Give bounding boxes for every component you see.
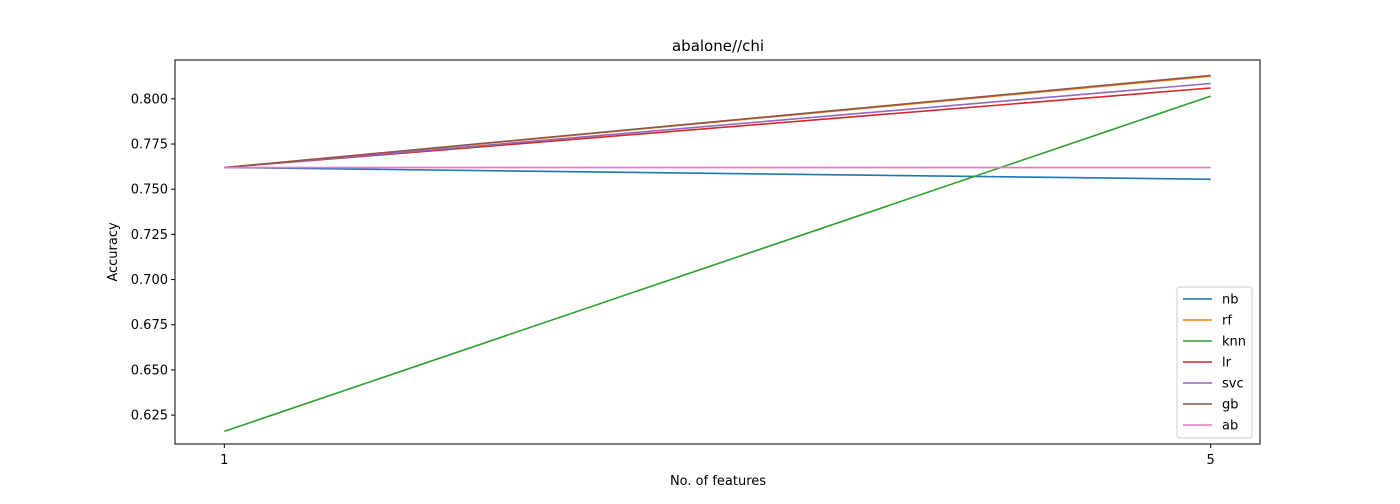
legend: nb rf knn lr svc gb ab <box>1176 286 1253 439</box>
y-axis-ticks: 0.625 0.650 0.675 0.700 0.725 0.750 0.775 0.800 <box>131 92 175 424</box>
series-line-nb <box>224 166 1211 181</box>
chart-title: abalone//chi <box>672 37 764 55</box>
series-line-svc <box>224 82 1211 169</box>
y-tick-label: 0.800 <box>131 92 168 107</box>
y-tick-label: 0.725 <box>131 228 168 243</box>
legend-label-knn: knn <box>1222 335 1246 350</box>
series-line-knn <box>224 95 1211 433</box>
y-tick-label: 0.750 <box>131 183 168 198</box>
y-tick-label: 0.775 <box>131 138 168 153</box>
legend-box <box>1176 286 1253 439</box>
y-tick-label: 0.650 <box>131 363 168 378</box>
legend-label-nb: nb <box>1222 293 1239 308</box>
legend-label-rf: rf <box>1222 314 1232 329</box>
y-tick-label: 0.700 <box>131 273 168 288</box>
series-lines <box>224 74 1211 433</box>
legend-label-svc: svc <box>1222 377 1244 392</box>
y-axis-label: Accuracy <box>106 222 121 282</box>
plot-area-frame <box>174 59 1261 445</box>
x-tick-label: 5 <box>1207 453 1215 468</box>
y-tick-label: 0.625 <box>131 409 168 424</box>
x-tick-label: 1 <box>220 453 228 468</box>
series-line-gb <box>224 74 1211 169</box>
legend-label-ab: ab <box>1222 419 1238 434</box>
y-tick-label: 0.675 <box>131 318 168 333</box>
legend-label-gb: gb <box>1222 398 1239 413</box>
legend-label-lr: lr <box>1222 356 1232 371</box>
x-axis-label: No. of features <box>670 474 766 489</box>
